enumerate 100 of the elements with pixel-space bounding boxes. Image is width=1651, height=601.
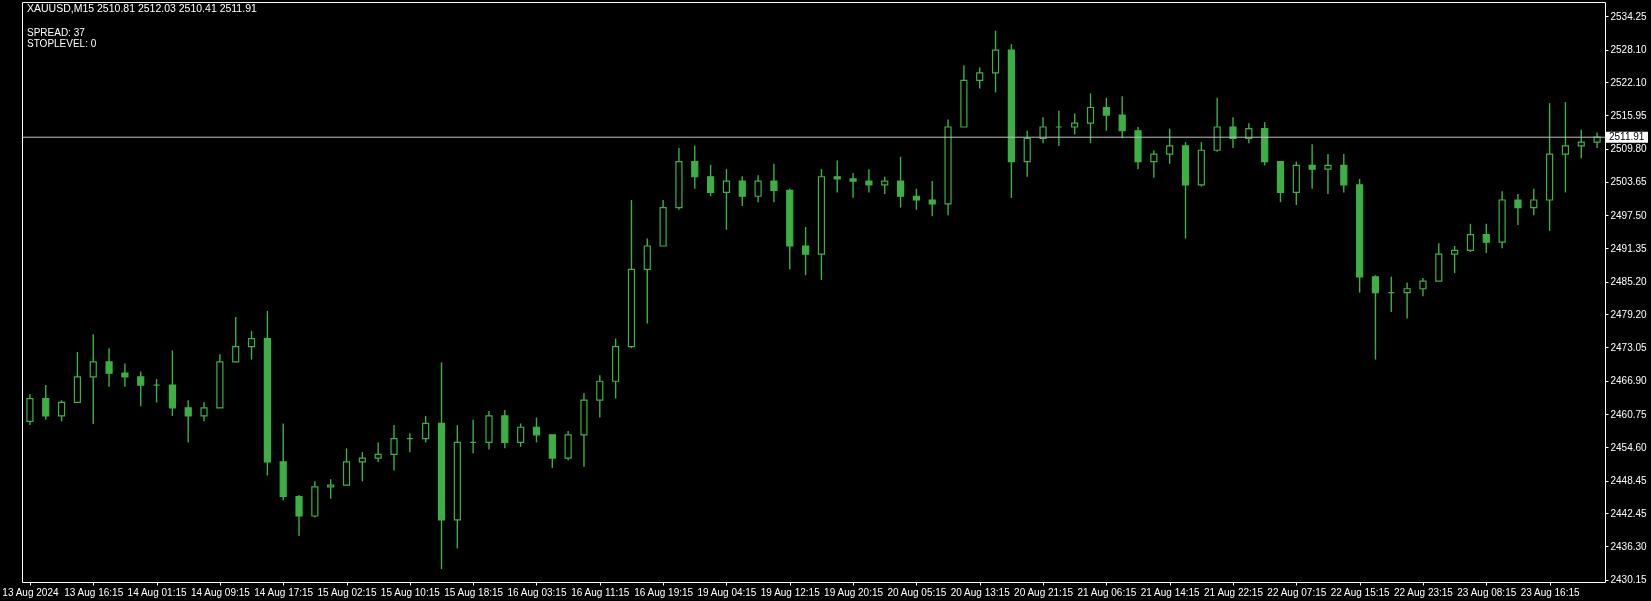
y-tick-label: 2528.10 — [1610, 44, 1648, 56]
x-tick-label: 21 Aug 22:15 — [1204, 586, 1264, 598]
candlestick — [1577, 128, 1585, 160]
y-tick-label: 2522.10 — [1610, 76, 1648, 88]
candlestick — [184, 399, 192, 444]
x-tick-label: 13 Aug 16:15 — [64, 586, 124, 598]
candlestick — [896, 156, 905, 209]
candlestick — [1229, 116, 1237, 149]
candlestick — [247, 330, 256, 361]
y-tick-label: 2485.20 — [1610, 276, 1648, 288]
candlestick — [358, 451, 366, 483]
candlestick — [928, 180, 936, 217]
x-tick-label: 22 Aug 07:15 — [1267, 586, 1327, 598]
candlestick — [548, 434, 556, 469]
candlestick — [1166, 127, 1174, 165]
x-tick-label: 15 Aug 18:15 — [444, 586, 504, 598]
candlestick — [1102, 97, 1110, 132]
candlestick — [1150, 149, 1158, 179]
x-tick-label: 15 Aug 10:15 — [380, 586, 441, 598]
candlestick — [833, 159, 841, 194]
annotation: STOPLEVEL: 0 — [27, 38, 97, 49]
y-tick-label: 2448.45 — [1610, 475, 1648, 487]
annotation: SPREAD: 37 — [27, 27, 86, 38]
x-tick-label: 16 Aug 03:15 — [507, 586, 567, 598]
x-tick-label: 21 Aug 06:15 — [1077, 586, 1137, 598]
candlestick — [976, 66, 984, 90]
candlestick — [722, 168, 731, 231]
candlestick — [991, 29, 1000, 94]
candlestick — [865, 168, 873, 194]
candlestick — [1466, 223, 1475, 253]
y-tick-label: 2454.60 — [1610, 441, 1648, 453]
y-tick-label: 2436.30 — [1610, 540, 1648, 552]
x-tick-label: 19 Aug 12:15 — [760, 586, 821, 598]
candlestick — [707, 164, 715, 197]
candlestick — [295, 494, 303, 537]
candlestick — [1086, 92, 1095, 144]
x-tick-label: 22 Aug 23:15 — [1393, 586, 1454, 598]
candlestick — [1039, 116, 1047, 144]
candlestick — [849, 172, 857, 199]
candlestick — [168, 349, 176, 417]
y-tick-label: 2466.90 — [1610, 375, 1648, 387]
candlestick — [532, 416, 541, 444]
candlestick — [643, 237, 651, 325]
candlestick — [26, 393, 34, 426]
candlestick — [200, 401, 208, 423]
candlestick — [121, 362, 129, 388]
candlestick — [422, 415, 430, 444]
candlestick — [374, 441, 382, 463]
x-tick-label: 14 Aug 01:15 — [127, 586, 187, 598]
candlestick — [89, 333, 97, 425]
y-tick-label: 2442.45 — [1610, 507, 1648, 519]
x-tick-label: 13 Aug 2024 — [2, 586, 59, 598]
x-tick-label: 23 Aug 08:15 — [1457, 586, 1517, 598]
candlestick — [770, 163, 778, 203]
y-tick-label: 2503.65 — [1610, 176, 1648, 188]
y-tick-label: 2509.80 — [1610, 143, 1648, 155]
y-tick-label: 2515.95 — [1610, 109, 1648, 121]
candlestick — [1324, 153, 1332, 195]
candlestick — [1514, 193, 1522, 226]
candlestick — [1371, 274, 1380, 361]
y-tick-label: 2534.25 — [1610, 10, 1648, 22]
candlestick — [564, 430, 572, 461]
candlestick — [1403, 282, 1411, 320]
x-tick-label: 19 Aug 04:15 — [697, 586, 757, 598]
y-tick-label: 2460.75 — [1610, 408, 1648, 420]
candlestick — [738, 175, 746, 207]
candlestick — [1213, 97, 1221, 153]
candlestick — [1419, 277, 1427, 298]
x-tick-label: 15 Aug 02:15 — [317, 586, 377, 598]
candlestick — [1482, 223, 1490, 254]
x-tick-label: 23 Aug 16:15 — [1520, 586, 1580, 598]
ref-line-label: 2511.91 — [1609, 131, 1645, 143]
y-tick-label: 2479.20 — [1610, 308, 1648, 320]
candlestick — [1118, 95, 1126, 140]
candlestick — [390, 424, 398, 472]
x-tick-label: 20 Aug 05:15 — [887, 586, 947, 598]
y-tick-label: 2430.15 — [1610, 574, 1648, 586]
y-tick-label: 2491.35 — [1610, 242, 1648, 254]
candlestick — [57, 399, 66, 423]
x-tick-label: 16 Aug 19:15 — [634, 586, 694, 598]
candlestick — [517, 422, 525, 448]
candlestick — [1340, 153, 1348, 194]
candlestick — [596, 374, 604, 419]
x-tick-label: 20 Aug 21:15 — [1014, 586, 1074, 598]
candlestick — [1451, 245, 1459, 274]
candlestick — [232, 316, 240, 363]
candlestick — [1308, 143, 1316, 190]
chart-title: XAUUSD,M15 2510.81 2512.03 2510.41 2511.91 — [27, 2, 257, 14]
candlestick — [1530, 187, 1538, 216]
x-tick-label: 20 Aug 13:15 — [950, 586, 1011, 598]
x-tick-label: 14 Aug 17:15 — [254, 586, 314, 598]
candlestick — [912, 187, 920, 211]
x-tick-label: 14 Aug 09:15 — [190, 586, 251, 598]
y-tick-label: 2473.05 — [1610, 341, 1648, 353]
candlestick — [1023, 130, 1031, 178]
x-tick-label: 22 Aug 15:15 — [1330, 586, 1391, 598]
candlestick — [105, 347, 113, 388]
x-tick-label: 19 Aug 20:15 — [824, 586, 884, 598]
candlestick — [1245, 122, 1253, 144]
candlestick — [137, 370, 145, 407]
